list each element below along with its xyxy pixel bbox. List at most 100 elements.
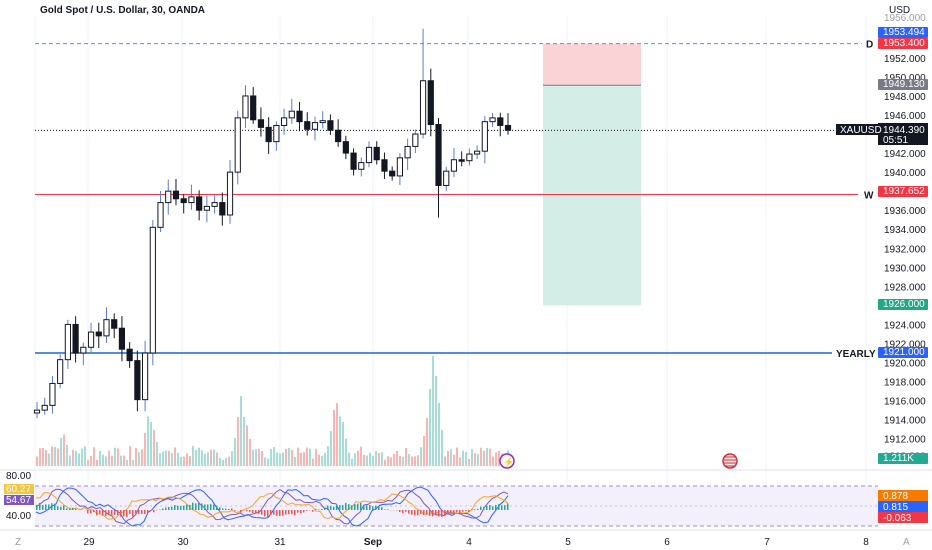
zoom-corner-left[interactable]: Z xyxy=(15,537,21,548)
osc-histogram-bar xyxy=(333,506,335,510)
volume-bar xyxy=(114,447,116,466)
candle-body xyxy=(450,159,458,172)
d-level-label: D xyxy=(866,40,873,51)
candle-body xyxy=(203,205,210,211)
osc-histogram-bar xyxy=(96,510,98,516)
volume-bar xyxy=(324,453,326,466)
volume-bar xyxy=(96,459,98,466)
osc-histogram-bar xyxy=(234,510,236,511)
volume-bar xyxy=(309,448,311,466)
osc-histogram-bar xyxy=(351,505,353,510)
osc-histogram-bar xyxy=(327,505,329,510)
volume-bar xyxy=(108,450,110,466)
osc-histogram-bar xyxy=(402,510,404,514)
osc-histogram-bar xyxy=(429,510,431,516)
osc-histogram-bar xyxy=(276,510,278,516)
take-profit-zone[interactable] xyxy=(543,85,641,306)
osc-histogram-bar xyxy=(153,510,155,513)
osc-histogram-bar xyxy=(492,506,494,510)
price-tick: 1942.000 xyxy=(884,149,926,160)
volume-bar xyxy=(474,453,476,466)
candle-body xyxy=(49,382,56,406)
volume-bar xyxy=(117,448,119,466)
entry-price-badge: 1949.130 xyxy=(883,79,925,90)
volume-bar xyxy=(396,450,398,466)
volume-bar xyxy=(330,431,332,466)
target-price-badge: 1926.000 xyxy=(883,299,925,310)
currency-label[interactable]: USD xyxy=(889,5,911,16)
volume-bar xyxy=(411,456,413,466)
osc-histogram-bar xyxy=(369,505,371,510)
osc-right-badge: -0.063 xyxy=(883,513,912,524)
osc-histogram-bar xyxy=(129,510,131,514)
volume-bar xyxy=(147,416,149,466)
osc-histogram-bar xyxy=(477,508,479,510)
osc-histogram-bar xyxy=(486,505,488,510)
countdown-badge: 05:51 xyxy=(883,135,908,146)
osc-histogram-bar xyxy=(240,510,242,513)
volume-bar xyxy=(210,449,212,466)
volume-bar xyxy=(288,447,290,466)
osc-histogram-bar xyxy=(354,504,356,510)
osc-line-purple xyxy=(35,488,509,525)
lightning-event-icon[interactable] xyxy=(499,453,515,469)
osc-histogram-bar xyxy=(105,510,107,516)
time-label: 6 xyxy=(664,537,670,548)
osc-histogram-bar xyxy=(120,510,122,517)
volume-bar xyxy=(60,438,62,466)
candle-body xyxy=(342,141,349,154)
volume-bar xyxy=(162,451,164,466)
candle-body xyxy=(427,80,434,126)
candle-body xyxy=(219,202,226,216)
osc-histogram-bar xyxy=(501,505,503,510)
osc-histogram-bar xyxy=(432,510,434,517)
candle-body xyxy=(466,153,473,162)
volume-bar xyxy=(171,453,173,466)
candle-body xyxy=(33,409,41,414)
stop-loss-zone[interactable] xyxy=(543,43,641,86)
price-tick: 1936.000 xyxy=(884,206,926,217)
osc-histogram-bar xyxy=(435,510,437,516)
osc-histogram-bar xyxy=(480,506,482,510)
volume-bar xyxy=(267,458,269,466)
auto-scale-corner[interactable]: A xyxy=(903,537,910,548)
osc-right-badge-bg xyxy=(878,490,928,501)
osc-histogram-bar xyxy=(378,506,380,510)
volume-bar xyxy=(216,452,218,466)
osc-histogram-bar xyxy=(324,507,326,510)
volume-bar xyxy=(57,448,59,466)
symbol-tag-bg xyxy=(836,124,878,135)
volume-bar xyxy=(366,455,368,466)
candle-body xyxy=(80,346,87,354)
osc-badge-54: 54.67 xyxy=(6,495,31,506)
osc-histogram-bar xyxy=(279,510,281,517)
last-price-badge: 1944.390 xyxy=(883,125,925,136)
candle-body xyxy=(134,360,141,401)
volume-bar xyxy=(258,448,260,466)
osc-histogram-bar xyxy=(441,510,443,518)
osc-histogram-bar xyxy=(471,509,473,510)
volume-bar xyxy=(102,454,104,466)
osc-histogram-bar xyxy=(294,510,296,516)
osc-histogram-bar xyxy=(111,510,113,517)
osc-histogram-bar xyxy=(498,504,500,510)
volume-bar xyxy=(282,452,284,466)
last-price-badge-bg xyxy=(878,123,928,145)
volume-bar xyxy=(69,455,71,466)
price-tick: 1934.000 xyxy=(884,225,926,236)
osc-histogram-bar xyxy=(36,504,38,510)
volume-bar xyxy=(297,447,299,466)
candle-body xyxy=(242,95,249,119)
osc-histogram-bar xyxy=(318,509,320,510)
volume-bar xyxy=(360,446,362,466)
osc-badge-60-bg xyxy=(4,484,34,494)
candle-body xyxy=(111,319,118,329)
volume-bar xyxy=(432,356,434,466)
osc-histogram-bar xyxy=(171,506,173,510)
candle-body xyxy=(196,196,203,211)
osc-histogram-bar xyxy=(114,510,116,515)
candle-body xyxy=(226,171,234,216)
volume-bar xyxy=(138,452,140,466)
osc-histogram-bar xyxy=(213,504,215,510)
